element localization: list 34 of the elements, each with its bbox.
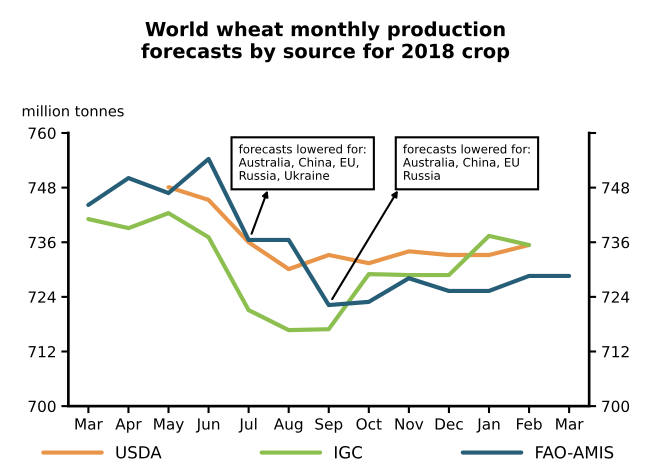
y-tick-label: 700 xyxy=(28,400,56,412)
x-tick-label: Mar xyxy=(556,418,584,430)
line-series xyxy=(86,156,572,308)
chart-title: World wheat monthly production forecasts by source for 2018 crop xyxy=(141,21,510,62)
x-tick-label: May xyxy=(154,418,184,433)
y-tick-label: 712 xyxy=(28,346,56,358)
annotation: forecasts lowered for: Australia, China, EU Russia xyxy=(402,144,530,180)
x-tick-label: Oct xyxy=(356,418,382,430)
y-tick-label: 736 xyxy=(28,236,56,248)
y2-tick-label: 712 xyxy=(602,346,629,358)
legend-label: IGC xyxy=(335,446,362,459)
y2-tick-label: 748 xyxy=(602,182,630,194)
x-tick-label: Jul xyxy=(238,418,256,433)
y-tick-label: 724 xyxy=(28,291,56,303)
x-tick-label: Sep xyxy=(315,418,342,433)
y-tick-label: 748 xyxy=(28,182,56,194)
line-series xyxy=(86,211,532,332)
x-tick-label: Aug xyxy=(274,418,302,433)
x-tick-label: Nov xyxy=(395,418,424,430)
x-tick-label: Mar xyxy=(75,418,103,430)
x-tick-label: Apr xyxy=(115,418,142,433)
x-tick-label: Jun xyxy=(196,418,220,433)
legend-label: USDA xyxy=(116,446,162,459)
y2-tick-label: 724 xyxy=(602,291,630,303)
y2-tick-label: 700 xyxy=(602,400,630,412)
y-axis-title: million tonnes xyxy=(22,105,124,117)
line-series xyxy=(166,185,532,272)
x-tick-label: Jan xyxy=(476,418,500,433)
y2-tick-label: 736 xyxy=(602,236,630,248)
annotation: forecasts lowered for: Australia, China, EU, Russia, Ukraine xyxy=(238,144,366,182)
y-tick-label: 760 xyxy=(28,127,56,140)
x-tick-label: Dec xyxy=(436,418,463,430)
legend-label: FAO-AMIS xyxy=(536,446,614,459)
x-tick-label: Feb xyxy=(517,418,542,430)
